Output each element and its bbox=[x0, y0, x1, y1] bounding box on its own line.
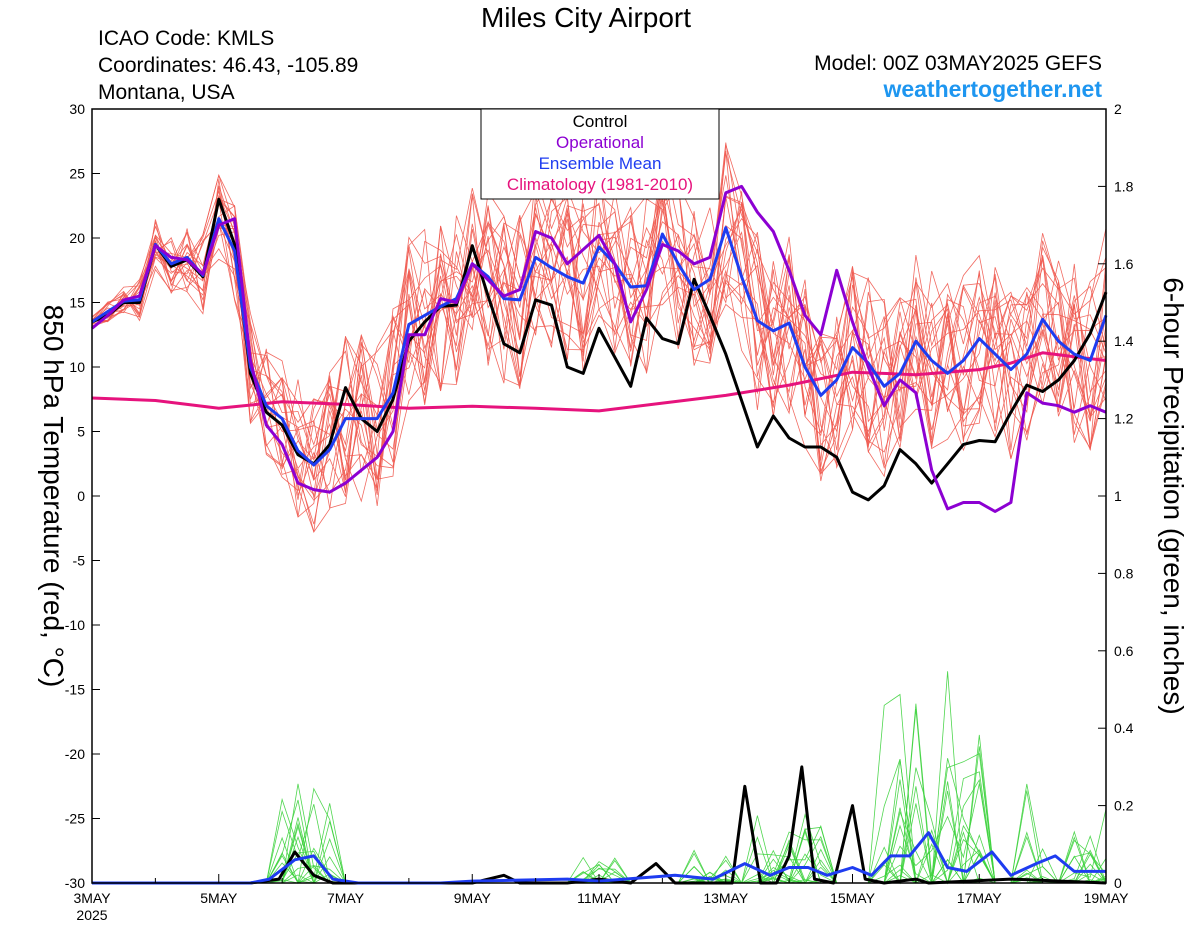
page-title: Miles City Airport bbox=[480, 2, 692, 33]
precipitation-member-line bbox=[92, 797, 1107, 884]
y-axis-label: 850 hPa Temperature (red, °C) bbox=[38, 305, 69, 688]
y2-tick-label: 0 bbox=[1114, 875, 1122, 891]
x-tick-label: 5MAY bbox=[200, 890, 238, 906]
x-tick-label: 19MAY bbox=[1084, 890, 1130, 906]
site-link[interactable]: weathertogether.net bbox=[883, 76, 1102, 102]
y-tick-label: 15 bbox=[69, 295, 85, 311]
x-tick-label: 15MAY bbox=[830, 890, 876, 906]
precipitation-member-line bbox=[92, 807, 1106, 884]
y-tick-label: -15 bbox=[65, 682, 85, 698]
y-tick-label: 25 bbox=[69, 166, 85, 182]
ticks-layer: 302520151050-5-10-15-20-25-3021.81.61.41… bbox=[65, 101, 1134, 923]
model-run: Model: 00Z 03MAY2025 GEFS bbox=[814, 52, 1102, 75]
precipitation-member-line bbox=[92, 703, 1106, 884]
legend-control: Control bbox=[573, 112, 628, 131]
y2-tick-label: 0.6 bbox=[1114, 643, 1134, 659]
y-tick-label: -10 bbox=[65, 617, 85, 633]
y-tick-label: -20 bbox=[65, 746, 85, 762]
x-tick-label: 13MAY bbox=[703, 890, 749, 906]
legend-box bbox=[480, 108, 720, 200]
plot-frame bbox=[91, 108, 1107, 884]
x-tick-label: 11MAY bbox=[577, 890, 621, 906]
temp-ensemble-mean-line bbox=[91, 217, 1108, 467]
y-tick-label: -5 bbox=[73, 553, 86, 569]
y-tick-label: -30 bbox=[65, 875, 85, 891]
y2-tick-label: 1 bbox=[1114, 488, 1122, 504]
temperature-members bbox=[91, 142, 1107, 533]
y-tick-label: 0 bbox=[77, 488, 85, 504]
coordinates: Coordinates: 46.43, -105.89 bbox=[98, 54, 359, 77]
icao-code: ICAO Code: KMLS bbox=[98, 27, 275, 50]
precipitation-member-line bbox=[92, 708, 1107, 884]
y2-tick-label: 0.2 bbox=[1114, 798, 1134, 814]
temperature-member-line bbox=[91, 174, 1107, 475]
y2-tick-label: 1.8 bbox=[1114, 178, 1134, 194]
temperature-member-line bbox=[91, 144, 1107, 500]
precipitation-members bbox=[92, 671, 1107, 885]
legend-operational: Operational bbox=[556, 133, 644, 152]
temperature-member-line bbox=[91, 173, 1107, 496]
y2-tick-label: 0.4 bbox=[1114, 720, 1134, 736]
x-tick-label: 9MAY bbox=[454, 890, 492, 906]
y-tick-label: -25 bbox=[65, 811, 85, 827]
y2-tick-label: 1.4 bbox=[1114, 333, 1134, 349]
precipitation-member-line bbox=[92, 693, 1106, 885]
y2-axis-label: 6-hour Precipitation (green, inches) bbox=[1158, 277, 1189, 714]
x-tick-label: 3MAY bbox=[73, 890, 111, 906]
x-tick-label: 7MAY bbox=[327, 890, 365, 906]
legend-ensemble-mean: Ensemble Mean bbox=[539, 154, 662, 173]
precip-ensemble-mean-line bbox=[92, 831, 1106, 885]
temp-climatology-1981-2010-line bbox=[91, 351, 1107, 413]
temperature-member-line bbox=[91, 147, 1107, 533]
y-tick-label: 20 bbox=[69, 230, 85, 246]
y2-tick-label: 2 bbox=[1114, 101, 1122, 117]
x-tick-year: 2025 bbox=[76, 907, 107, 923]
y2-tick-label: 1.2 bbox=[1114, 411, 1134, 427]
legend: Control Operational Ensemble Mean Climat… bbox=[480, 108, 720, 200]
y2-tick-label: 0.8 bbox=[1114, 565, 1134, 581]
region: Montana, USA bbox=[98, 81, 235, 104]
y-tick-label: 10 bbox=[69, 359, 85, 375]
legend-climatology: Climatology (1981-2010) bbox=[507, 175, 693, 194]
y2-tick-label: 1.6 bbox=[1114, 256, 1134, 272]
y-tick-label: 5 bbox=[77, 424, 85, 440]
temp-operational-line bbox=[91, 184, 1107, 513]
series-layer bbox=[91, 184, 1108, 885]
y-tick-label: 30 bbox=[69, 101, 85, 117]
x-tick-label: 17MAY bbox=[957, 890, 1003, 906]
